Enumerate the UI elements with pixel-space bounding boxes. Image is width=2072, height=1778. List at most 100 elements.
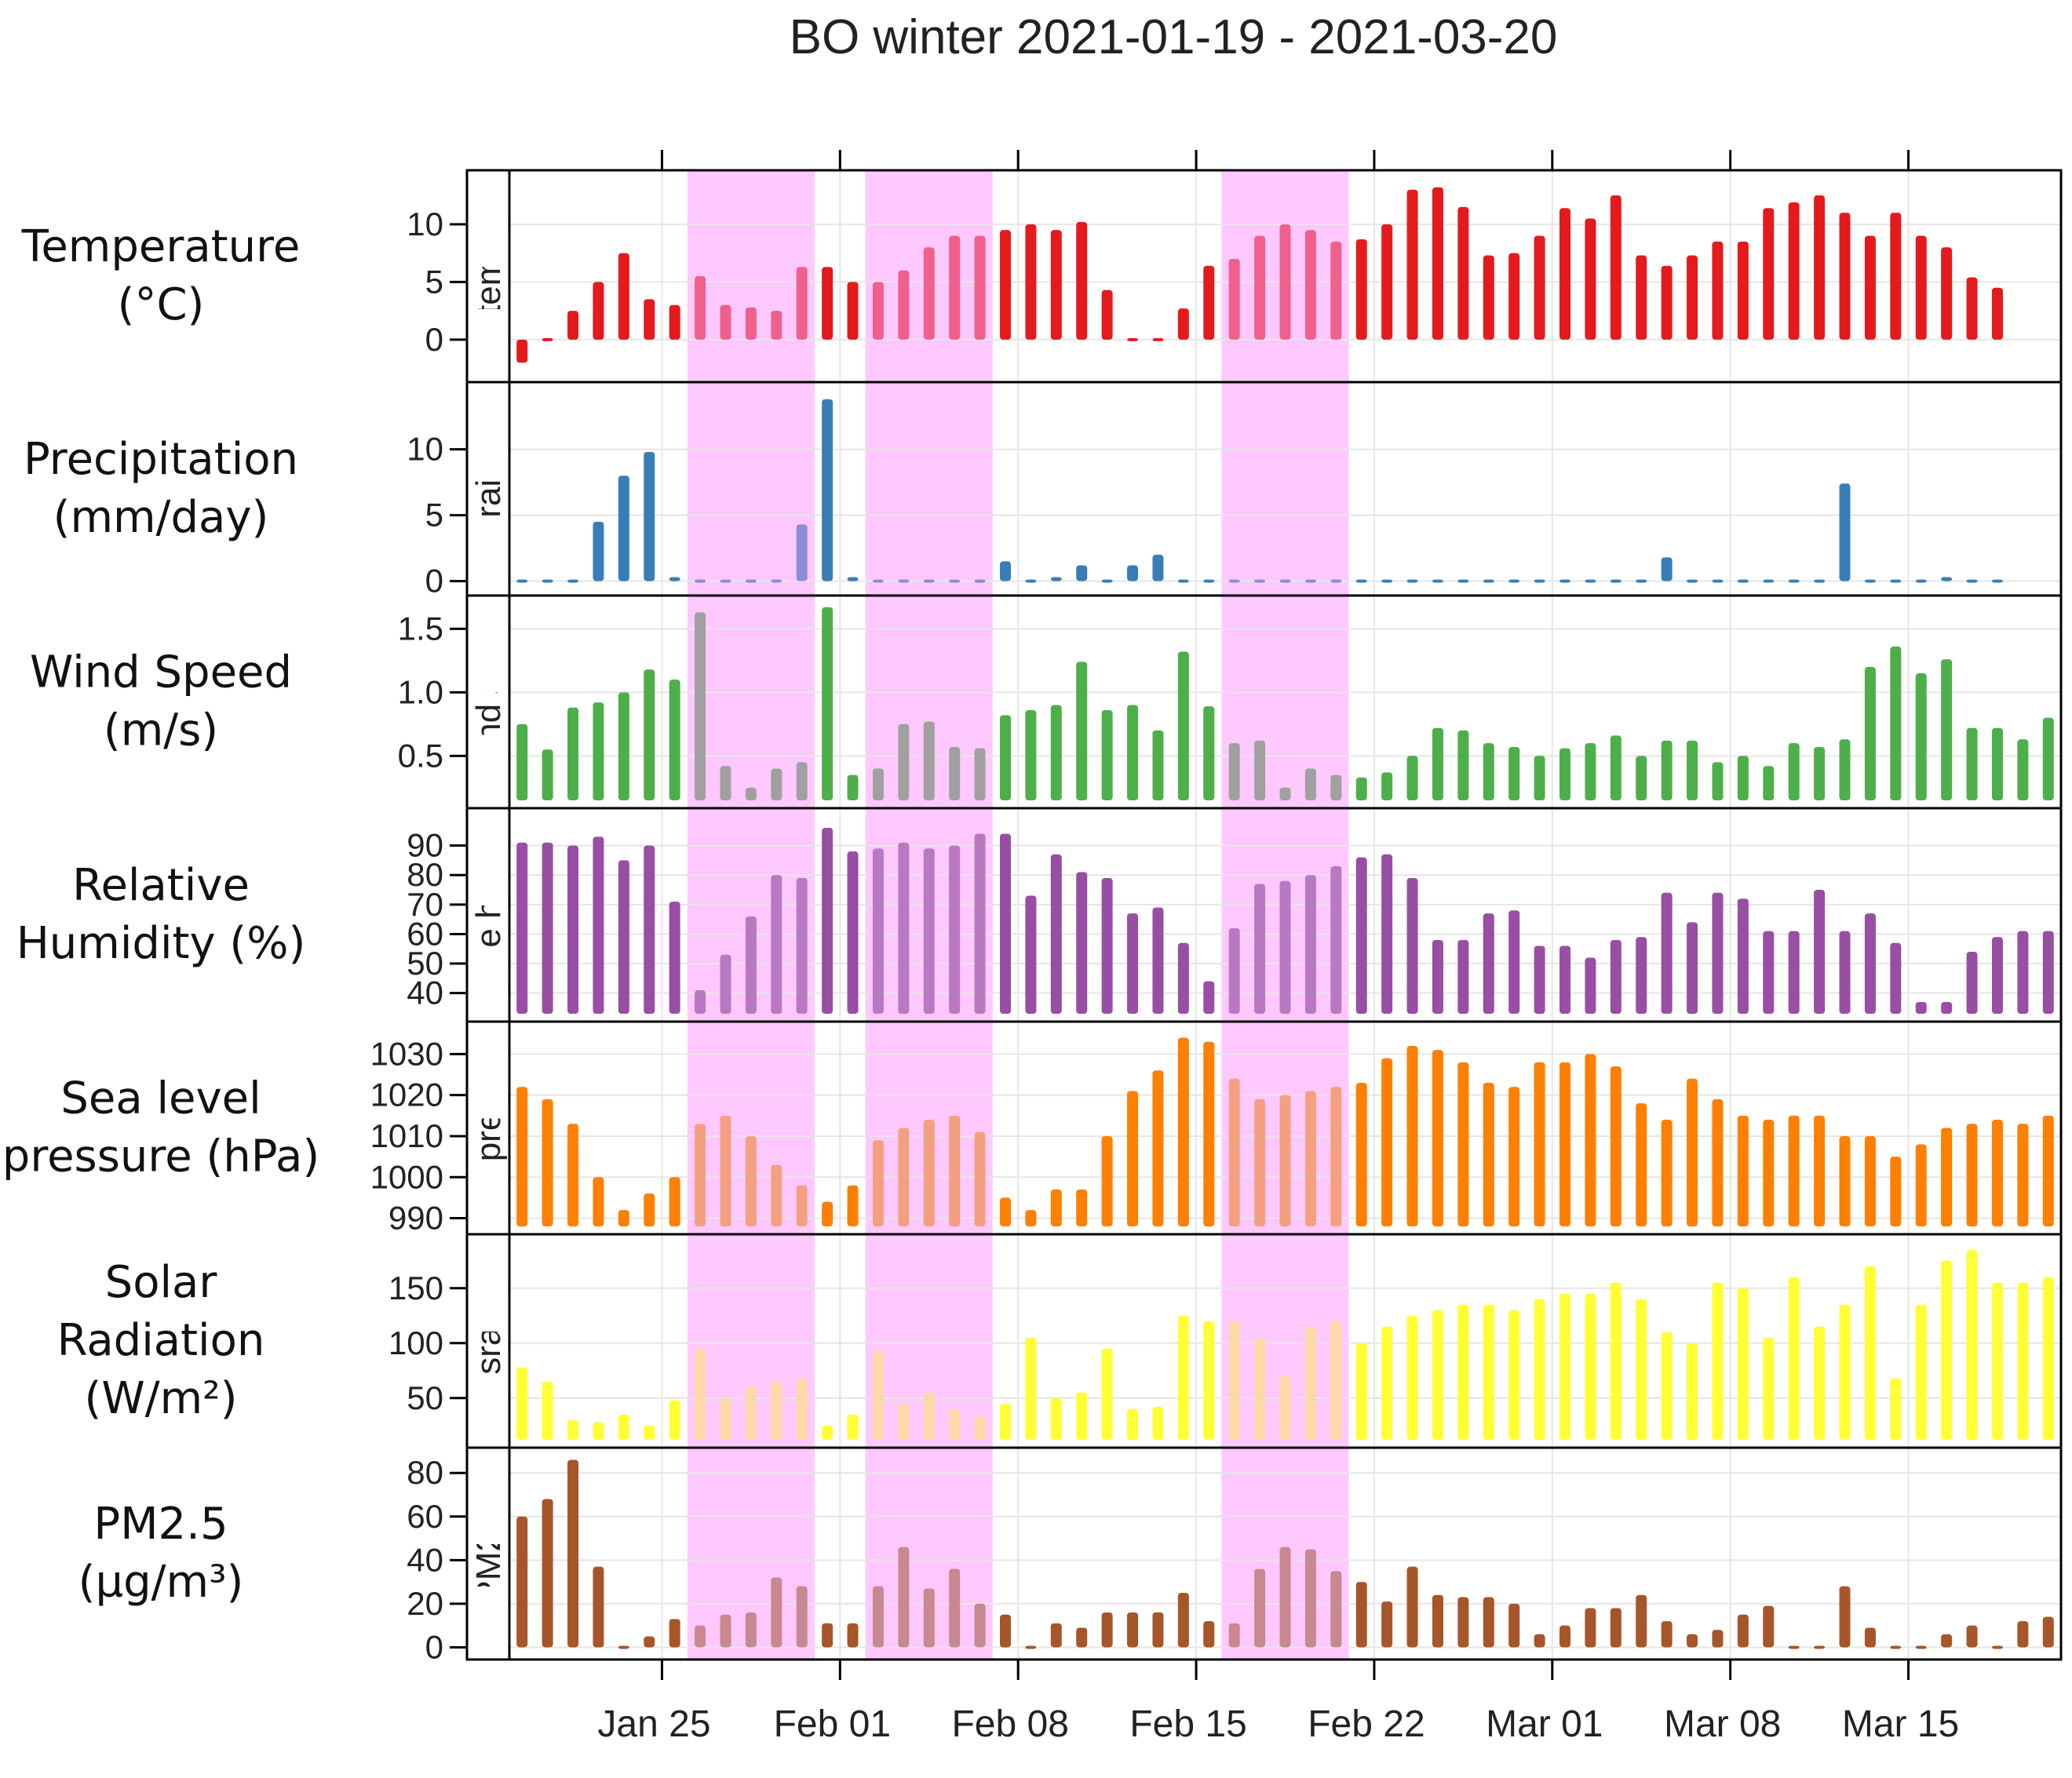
bar-temp xyxy=(822,267,834,340)
bar-pm25 xyxy=(1254,1569,1266,1648)
bar-rain xyxy=(644,451,655,581)
bar-wind xyxy=(1152,730,1164,800)
bar-pres xyxy=(1355,1082,1367,1226)
bar-temp xyxy=(1101,290,1113,340)
bar-temp xyxy=(1991,287,2003,340)
bar-wind xyxy=(822,607,834,800)
bar-temp xyxy=(1050,230,1062,340)
bar-srad xyxy=(1788,1277,1800,1440)
row-label-rain: (mm/day) xyxy=(53,492,269,543)
y-tick-label: 100 xyxy=(388,1324,443,1361)
row-label-rh: Relative xyxy=(72,860,250,911)
bar-temp xyxy=(1177,308,1189,340)
bar-wind xyxy=(949,746,961,800)
plot-area: temp 0 5 10 Temperature (°C) rain 0 5 10 Precipita… xyxy=(2,150,2063,1745)
bar-srad xyxy=(720,1397,731,1440)
bar-srad xyxy=(1687,1343,1698,1440)
bar-rain xyxy=(593,522,604,581)
bar-pres xyxy=(542,1098,553,1226)
panel-pm25: PM2.5 0 20 40 60 80 PM2.5 (µg/m³) xyxy=(78,1446,2061,1665)
bar-pm25 xyxy=(593,1566,604,1648)
bar-temp xyxy=(1763,208,1775,340)
bar-temp xyxy=(1737,241,1749,340)
bar-rh xyxy=(542,842,553,1014)
bar-pres xyxy=(1890,1157,1902,1226)
bar-rain xyxy=(1508,579,1520,583)
bar-temp xyxy=(999,230,1011,340)
bar-pm25 xyxy=(1152,1612,1164,1648)
bar-rain xyxy=(1177,579,1189,583)
bar-rh xyxy=(1330,865,1342,1014)
y-tick-label: 60 xyxy=(407,1498,443,1535)
bar-temp xyxy=(644,299,655,340)
bar-wind xyxy=(695,612,706,800)
bar-rain xyxy=(1127,565,1139,581)
x-tick-label: Feb 01 xyxy=(774,1703,891,1745)
y-tick-label: 1.5 xyxy=(398,610,443,647)
bar-srad xyxy=(898,1403,910,1440)
bar-rh xyxy=(974,833,986,1014)
bar-wind xyxy=(1432,727,1443,800)
bar-temp xyxy=(1687,255,1698,340)
bar-temp xyxy=(771,311,782,340)
bar-rh xyxy=(1152,907,1164,1014)
bar-wind xyxy=(2017,739,2029,800)
bar-pres xyxy=(1864,1135,1876,1226)
bar-pm25 xyxy=(618,1645,629,1649)
bar-pm25 xyxy=(1050,1623,1062,1648)
x-tick-label: Jan 25 xyxy=(597,1703,710,1745)
y-tick-label: 1010 xyxy=(370,1117,443,1154)
bar-pm25 xyxy=(1279,1547,1291,1648)
y-tick-label: 990 xyxy=(388,1200,443,1237)
bar-pres xyxy=(1966,1124,1978,1226)
bar-rain xyxy=(847,577,859,581)
bar-rain xyxy=(1788,579,1800,583)
bar-rain xyxy=(1101,579,1113,583)
bar-wind xyxy=(1483,743,1494,800)
bar-rh xyxy=(644,845,655,1014)
bar-rain xyxy=(1152,555,1164,581)
bar-rain xyxy=(796,524,808,581)
bar-pres xyxy=(1712,1098,1724,1226)
bar-temp xyxy=(847,282,859,340)
bar-srad xyxy=(567,1419,579,1440)
bar-pm25 xyxy=(1585,1608,1596,1648)
bar-rh xyxy=(1127,913,1139,1014)
bar-pres xyxy=(2017,1124,2029,1226)
bar-temp xyxy=(1508,253,1520,340)
bar-temp xyxy=(720,304,731,340)
bar-rh xyxy=(1890,942,1902,1014)
strip-label-temp: temp xyxy=(469,238,508,315)
row-label-pm25: (µg/m³) xyxy=(78,1557,244,1608)
bar-srad xyxy=(2017,1282,2029,1440)
bar-srad xyxy=(1839,1304,1851,1440)
bar-rain xyxy=(872,579,884,583)
bar-pres xyxy=(847,1185,859,1226)
bar-srad xyxy=(1712,1282,1724,1440)
bar-temp xyxy=(695,276,706,340)
bar-pm25 xyxy=(822,1623,834,1648)
bar-pres xyxy=(1610,1066,1621,1226)
bar-temp xyxy=(1432,187,1443,340)
bar-pm25 xyxy=(567,1459,579,1648)
bar-rh xyxy=(1381,854,1393,1014)
bar-pm25 xyxy=(1559,1625,1571,1648)
bar-pres xyxy=(1839,1135,1851,1226)
row-label-rh: Humidity (%) xyxy=(16,918,306,969)
bar-wind xyxy=(1941,659,1953,800)
bar-rh xyxy=(872,848,884,1014)
bar-srad xyxy=(1915,1304,1927,1440)
bar-srad xyxy=(1203,1321,1215,1440)
bar-pres xyxy=(1127,1091,1139,1226)
bar-pres xyxy=(822,1201,834,1226)
bar-wind xyxy=(1915,673,1927,800)
bar-rain xyxy=(1457,579,1469,583)
bar-rain xyxy=(1355,579,1367,583)
bar-wind xyxy=(1355,777,1367,800)
bar-temp xyxy=(1915,235,1927,340)
bar-srad xyxy=(1941,1260,1953,1440)
bar-rain xyxy=(1661,557,1673,581)
bar-wind xyxy=(1508,746,1520,800)
y-tick-label: 1030 xyxy=(370,1035,443,1072)
bar-pres xyxy=(923,1120,935,1226)
